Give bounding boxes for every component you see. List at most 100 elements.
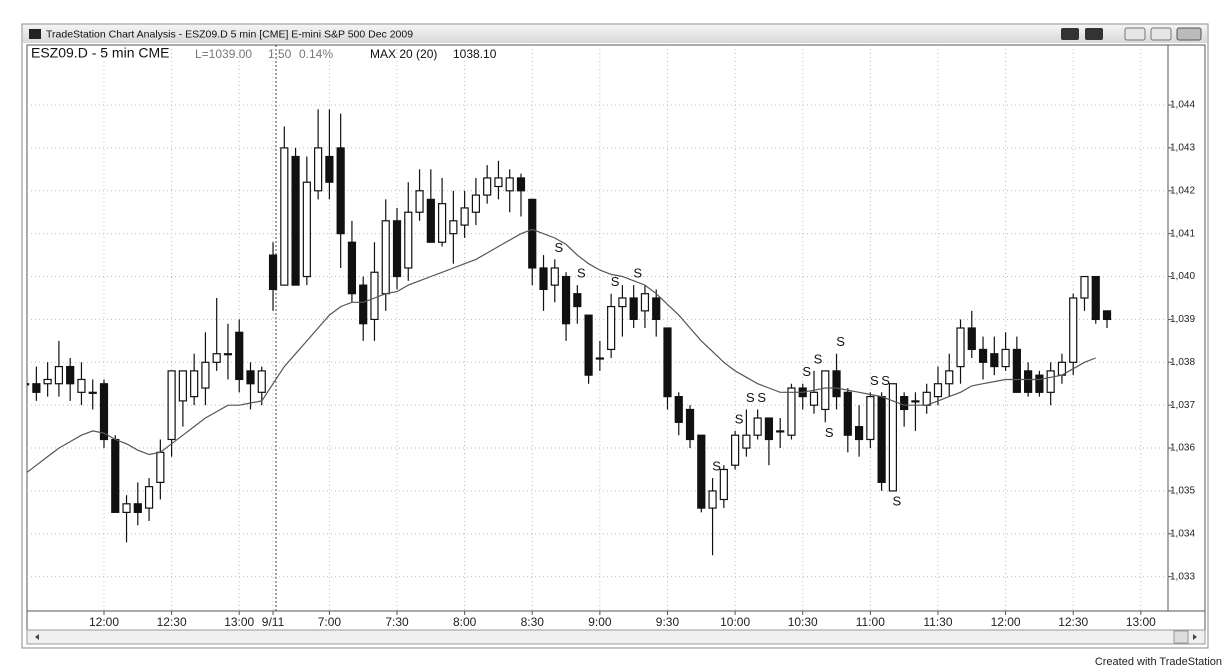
y-tick-label: 1,043 [1170, 143, 1195, 154]
signal-label: S [881, 373, 890, 388]
candle-body [133, 503, 142, 513]
candle-body [1001, 348, 1010, 368]
scrollbar[interactable] [26, 629, 1206, 645]
candle-body [787, 387, 796, 436]
candle-body [483, 177, 492, 196]
candle-body [854, 426, 864, 441]
candle-body [325, 155, 334, 183]
signal-label: S [836, 334, 845, 349]
candle-body [99, 383, 109, 441]
signal-label: S [870, 373, 879, 388]
candle-body [561, 275, 571, 325]
indicator-name: MAX 20 (20) [370, 47, 437, 61]
candle-body [945, 370, 954, 385]
candle-body [291, 155, 300, 286]
x-tick-label: 12:00 [89, 615, 119, 629]
signal-label: S [802, 364, 811, 379]
pct-change: 0.14% [299, 47, 333, 61]
candle-body [27, 383, 30, 386]
signal-label: S [611, 274, 620, 289]
x-tick-label: 12:00 [991, 615, 1021, 629]
candle-body [776, 430, 785, 433]
plot-frame [26, 44, 1206, 631]
candle-body [370, 271, 379, 321]
maximize-button[interactable] [1150, 27, 1172, 41]
x-tick-label: 11:30 [923, 615, 952, 629]
candle-body [550, 267, 559, 286]
candle-body [246, 370, 255, 385]
signal-label: S [893, 493, 902, 508]
candle-body [381, 220, 390, 295]
candle-body [460, 207, 469, 226]
candle-body [54, 365, 64, 385]
candle-body [144, 486, 154, 509]
candle-body [1080, 275, 1089, 299]
y-tick-label: 1,040 [1170, 271, 1195, 282]
candle-body [190, 370, 199, 398]
y-tick-label: 1,035 [1170, 486, 1195, 497]
y-tick-label: 1,041 [1170, 228, 1195, 239]
signal-label: S [554, 240, 563, 255]
candle-body [156, 451, 165, 483]
layout-button[interactable] [1085, 28, 1103, 40]
candle-body [43, 378, 52, 385]
candle-body [911, 400, 920, 403]
candle-body [843, 391, 852, 436]
x-tick-label: 7:00 [318, 615, 342, 629]
indicator-value: 1038.10 [453, 47, 497, 61]
footer: Created with TradeStation [1095, 656, 1222, 668]
x-tick-label: 9/11 [262, 615, 285, 629]
x-tick-label: 12:30 [157, 615, 187, 629]
minimize-button[interactable] [1124, 27, 1146, 41]
candle-body [922, 391, 931, 406]
close-button[interactable] [1176, 27, 1202, 41]
candle-body [900, 396, 909, 411]
x-tick-label: 10:30 [788, 615, 818, 629]
candle-body [359, 284, 368, 325]
candle-body [167, 370, 176, 441]
candle-body [697, 434, 706, 509]
candle-body [742, 434, 751, 449]
candle-body [122, 503, 131, 513]
x-tick-label: 13:00 [1126, 615, 1156, 629]
candle-body [1046, 370, 1055, 393]
y-tick-label: 1,034 [1170, 528, 1195, 539]
candle-body [415, 190, 424, 213]
candle-body [990, 353, 999, 368]
last-price: L=1039.00 [195, 47, 252, 61]
candle-body [866, 396, 875, 441]
candle-body [77, 378, 86, 393]
scroll-right[interactable] [1193, 634, 1197, 640]
y-tick-label: 1,033 [1170, 571, 1195, 582]
candle-body [314, 147, 323, 192]
y-tick-label: 1,042 [1170, 185, 1195, 196]
candle-body [235, 331, 244, 381]
style-button[interactable] [1061, 28, 1079, 40]
y-tick-label: 1,038 [1170, 357, 1195, 368]
scroll-left[interactable] [35, 634, 39, 640]
candle-body [223, 353, 233, 356]
x-tick-label: 13:00 [224, 615, 254, 629]
candle-body [111, 438, 120, 513]
candle-body [685, 408, 695, 441]
candle-body [595, 357, 604, 360]
candle-body [471, 194, 480, 213]
candle-body [933, 383, 943, 398]
candle-body [437, 203, 447, 243]
candle-body [336, 147, 345, 235]
candle-body [584, 314, 593, 376]
candle-body [607, 305, 616, 351]
candle-body [888, 383, 897, 492]
candle-body [1069, 297, 1078, 363]
candle-body [268, 254, 278, 291]
candle-body [731, 434, 740, 466]
candle-body [1024, 370, 1033, 393]
candle-body [708, 490, 717, 509]
candle-body [640, 293, 650, 312]
candle-body [516, 177, 526, 192]
candle-body [877, 396, 886, 483]
scroll-thumb[interactable] [1173, 630, 1189, 644]
candle-body [505, 177, 514, 192]
candle-body [832, 370, 841, 398]
